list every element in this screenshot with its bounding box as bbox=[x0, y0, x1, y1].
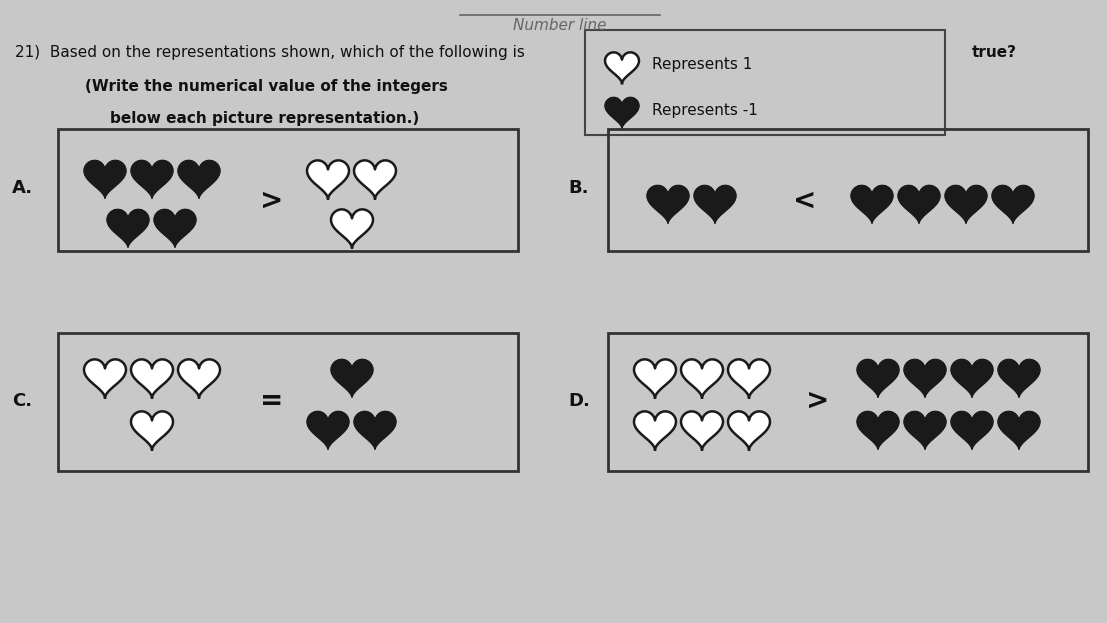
Text: >: > bbox=[806, 387, 829, 415]
Polygon shape bbox=[84, 160, 126, 198]
Polygon shape bbox=[904, 411, 946, 449]
Polygon shape bbox=[646, 186, 689, 223]
Polygon shape bbox=[694, 186, 736, 223]
Text: 21)  Based on the representations shown, which of the following is: 21) Based on the representations shown, … bbox=[15, 45, 530, 60]
Text: Represents -1: Represents -1 bbox=[652, 103, 758, 118]
Text: B.: B. bbox=[568, 179, 589, 197]
Polygon shape bbox=[634, 411, 676, 449]
Polygon shape bbox=[354, 411, 396, 449]
Polygon shape bbox=[307, 160, 349, 198]
Polygon shape bbox=[131, 411, 173, 449]
Polygon shape bbox=[992, 186, 1034, 223]
Text: >: > bbox=[260, 187, 283, 215]
Polygon shape bbox=[131, 359, 173, 397]
Polygon shape bbox=[107, 209, 149, 247]
Polygon shape bbox=[331, 209, 373, 247]
Text: <: < bbox=[794, 187, 817, 215]
Text: D.: D. bbox=[568, 392, 590, 410]
Polygon shape bbox=[354, 160, 396, 198]
Polygon shape bbox=[898, 186, 940, 223]
Text: true?: true? bbox=[972, 45, 1017, 60]
Polygon shape bbox=[131, 160, 173, 198]
Text: (Write the numerical value of the integers: (Write the numerical value of the intege… bbox=[85, 79, 448, 94]
Polygon shape bbox=[84, 359, 126, 397]
Polygon shape bbox=[945, 186, 987, 223]
Polygon shape bbox=[951, 359, 993, 397]
Polygon shape bbox=[307, 411, 349, 449]
Polygon shape bbox=[634, 359, 676, 397]
Text: Number line: Number line bbox=[514, 18, 607, 33]
Text: Represents 1: Represents 1 bbox=[652, 57, 753, 72]
Polygon shape bbox=[728, 359, 770, 397]
Polygon shape bbox=[681, 411, 723, 449]
Polygon shape bbox=[606, 52, 639, 83]
Text: C.: C. bbox=[12, 392, 32, 410]
Polygon shape bbox=[154, 209, 196, 247]
Polygon shape bbox=[999, 359, 1039, 397]
Polygon shape bbox=[951, 411, 993, 449]
Polygon shape bbox=[728, 411, 770, 449]
Polygon shape bbox=[681, 359, 723, 397]
Polygon shape bbox=[851, 186, 893, 223]
Text: below each picture representation.): below each picture representation.) bbox=[110, 111, 420, 126]
Polygon shape bbox=[857, 359, 899, 397]
Polygon shape bbox=[606, 97, 639, 128]
Polygon shape bbox=[331, 359, 373, 397]
Polygon shape bbox=[857, 411, 899, 449]
Polygon shape bbox=[178, 359, 220, 397]
Polygon shape bbox=[999, 411, 1039, 449]
Polygon shape bbox=[178, 160, 220, 198]
Text: =: = bbox=[260, 387, 283, 415]
Polygon shape bbox=[904, 359, 946, 397]
Text: A.: A. bbox=[12, 179, 33, 197]
